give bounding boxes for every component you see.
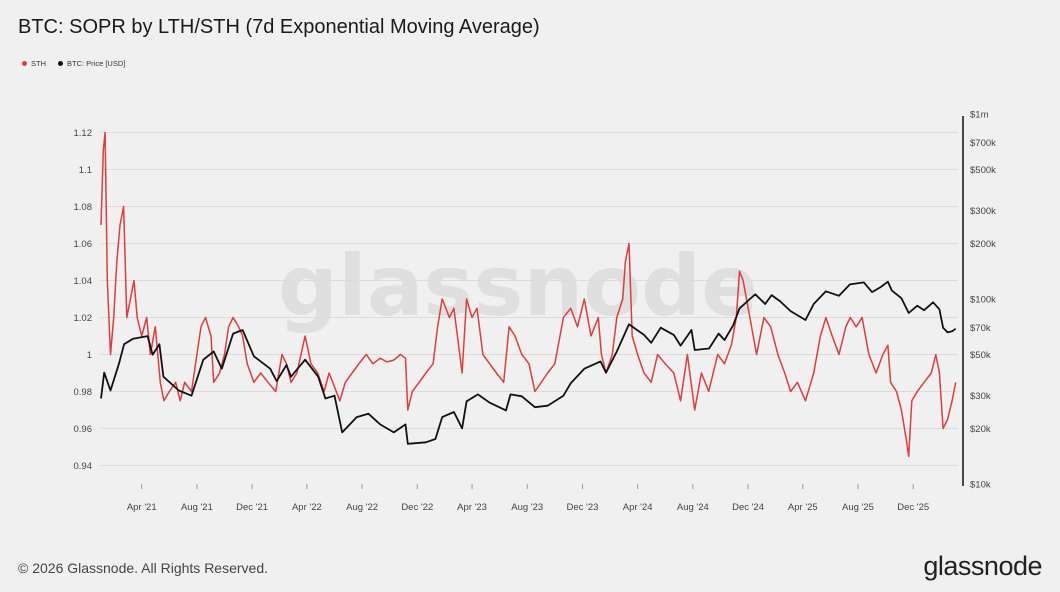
- y-right-tick-label: $30k: [970, 391, 991, 402]
- legend-dot-sth-icon: [22, 61, 27, 66]
- legend-item-price[interactable]: BTC: Price [USD]: [58, 59, 125, 68]
- y-right-tick-label: $100k: [970, 295, 996, 306]
- x-tick-label: Apr '21: [127, 502, 157, 513]
- legend-label-sth: STH: [31, 59, 46, 68]
- y-left-tick-label: 0.98: [74, 387, 93, 398]
- y-right-tick-label: $700k: [970, 138, 996, 149]
- x-tick-label: Apr '22: [292, 502, 322, 513]
- y-left-tick-label: 0.94: [74, 461, 93, 472]
- y-left-tick-label: 0.96: [74, 424, 93, 435]
- x-tick-label: Apr '23: [457, 502, 487, 513]
- y-left-tick-label: 1.04: [74, 276, 93, 287]
- x-tick-label: Dec '22: [401, 502, 433, 513]
- x-tick-label: Dec '25: [897, 502, 929, 513]
- y-axis-left: 0.94 0.96 0.98 1 1.02 1.04 1.06 1.08 1.1 1.12: [74, 128, 93, 472]
- x-tick-label: Dec '23: [566, 502, 598, 513]
- x-tick-label: Dec '21: [236, 502, 268, 513]
- y-axis-right: $1m $700k $500k $300k $200k $100k $70k $50k $30k…: [962, 110, 996, 491]
- y-left-tick-label: 1.1: [79, 165, 92, 176]
- x-tick-label: Aug '24: [677, 502, 709, 513]
- y-right-tick-label: $500k: [970, 165, 996, 176]
- legend-dot-price-icon: [58, 61, 63, 66]
- y-right-tick-label: $70k: [970, 323, 991, 334]
- chart-title: BTC: SOPR by LTH/STH (7d Exponential Mov…: [18, 16, 540, 38]
- x-tick-label: Aug '22: [346, 502, 378, 513]
- series-line-sth: [100, 131, 957, 458]
- series-line-price: [100, 280, 957, 445]
- x-tick-label: Dec '24: [732, 502, 764, 513]
- y-right-tick-label: $1m: [970, 110, 989, 121]
- y-left-tick-label: 1.02: [74, 313, 93, 324]
- x-tick-label: Aug '25: [842, 502, 874, 513]
- chart-canvas[interactable]: glassnode 0.94 0.96 0.98 1 1.02 1.04 1.06 1.08 1…: [0, 0, 1060, 545]
- legend-item-sth[interactable]: STH: [22, 59, 46, 68]
- y-right-tick-label: $10k: [970, 480, 991, 491]
- chart-grid: [101, 132, 958, 466]
- x-tick-label: Apr '25: [788, 502, 818, 513]
- x-axis: Apr '21 Aug '21 Dec '21 Apr '22 Aug '22 Dec '…: [127, 484, 929, 513]
- y-left-tick-label: 1.12: [74, 128, 93, 139]
- y-left-tick-label: 1.06: [74, 239, 93, 250]
- brand-logo: glassnode: [923, 551, 1042, 581]
- chart-series: [100, 131, 957, 458]
- y-left-tick-label: 1: [87, 350, 92, 361]
- x-tick-label: Aug '23: [511, 502, 543, 513]
- y-right-tick-label: $20k: [970, 424, 991, 435]
- legend-label-price: BTC: Price [USD]: [67, 59, 126, 68]
- y-right-tick-label: $200k: [970, 239, 996, 250]
- y-right-tick-label: $300k: [970, 206, 996, 217]
- y-right-tick-label: $50k: [970, 350, 991, 361]
- x-tick-label: Apr '24: [623, 502, 653, 513]
- x-tick-label: Aug '21: [181, 502, 213, 513]
- y-left-tick-label: 1.08: [74, 202, 93, 213]
- chart-watermark: glassnode: [278, 237, 758, 335]
- chart-legend: STH BTC: Price [USD]: [22, 59, 125, 68]
- copyright-footer: © 2026 Glassnode. All Rights Reserved.: [18, 560, 269, 576]
